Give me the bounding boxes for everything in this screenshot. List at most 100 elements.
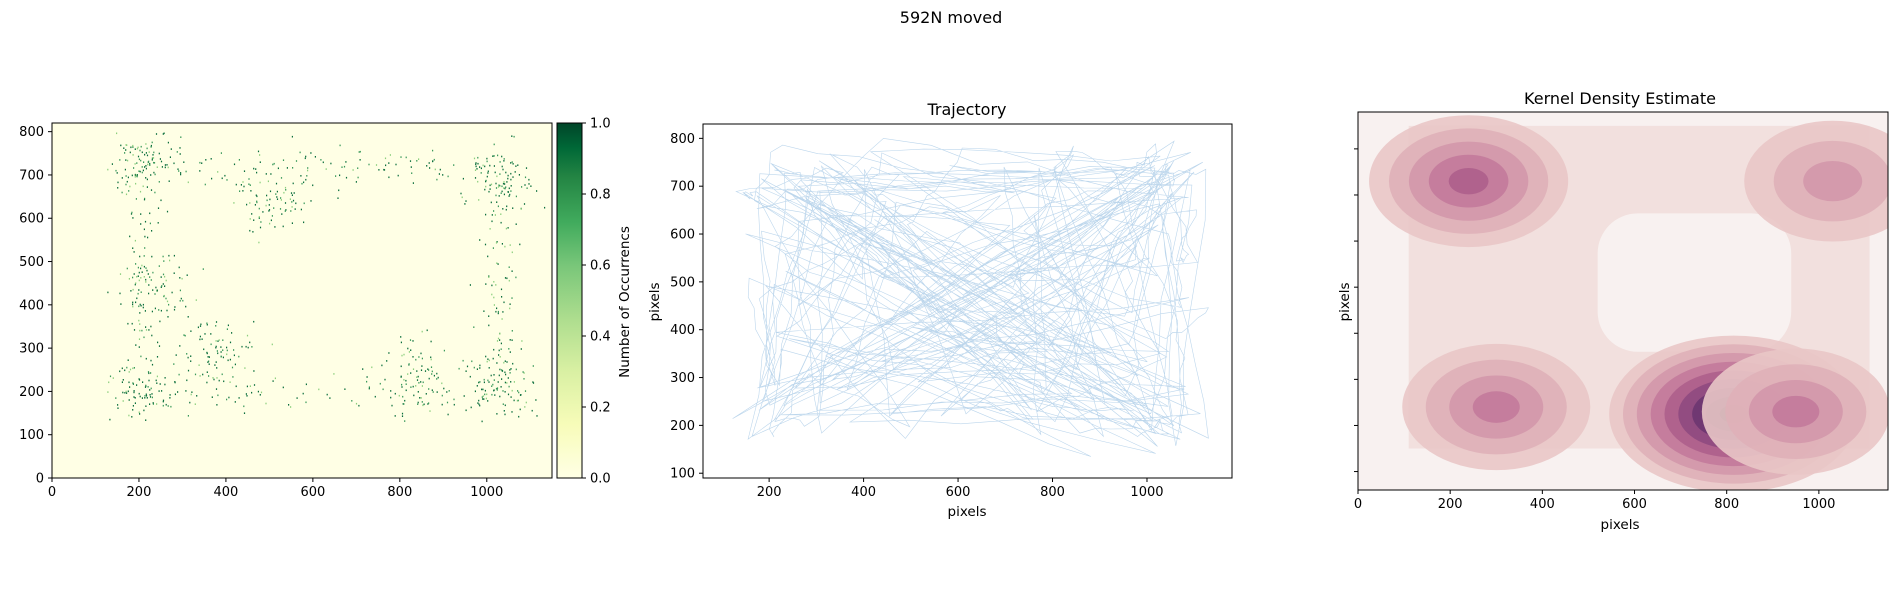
heatmap-cell bbox=[366, 380, 368, 383]
heatmap-cell bbox=[206, 322, 208, 325]
heatmap-cell bbox=[251, 391, 253, 394]
heatmap-cell bbox=[495, 284, 497, 286]
heatmap-cell bbox=[524, 406, 526, 408]
heatmap-cell bbox=[132, 305, 134, 308]
heatmap-cell bbox=[471, 360, 473, 363]
heatmap-cell bbox=[137, 155, 140, 158]
heatmap-cell bbox=[519, 243, 521, 246]
heatmap-cell bbox=[148, 329, 150, 331]
heatmap-cell bbox=[158, 181, 160, 183]
heatmap-cell bbox=[532, 365, 534, 367]
heatmap-cell bbox=[508, 348, 510, 350]
heatmap-cell bbox=[151, 310, 153, 313]
heatmap-cell bbox=[266, 199, 268, 202]
heatmap-cell bbox=[489, 164, 491, 167]
heatmap-cell bbox=[484, 188, 486, 191]
heatmap-cell bbox=[428, 388, 430, 390]
heatmap-cell bbox=[485, 397, 487, 400]
heatmap-cell bbox=[544, 206, 546, 209]
heatmap-cell bbox=[116, 172, 118, 174]
heatmap-cell bbox=[504, 187, 506, 190]
heatmap-cell bbox=[139, 395, 141, 398]
heatmap-cell bbox=[139, 255, 141, 258]
heatmap-cell bbox=[506, 277, 508, 280]
heatmap-cell bbox=[488, 275, 490, 277]
heatmap-cell bbox=[243, 405, 245, 408]
heatmap-cell bbox=[145, 281, 147, 283]
heatmap-cell bbox=[228, 396, 230, 399]
heatmap-cell bbox=[480, 167, 482, 170]
heatmap-cell bbox=[432, 160, 434, 163]
heatmap-cell bbox=[149, 212, 151, 215]
heatmap-cell bbox=[132, 382, 134, 384]
heatmap-cell bbox=[498, 184, 500, 186]
heatmap-cell bbox=[167, 166, 169, 169]
heatmap-cell bbox=[239, 190, 241, 192]
heatmap-cell bbox=[173, 162, 175, 165]
heatmap-cell bbox=[216, 350, 218, 352]
heatmap-cell bbox=[141, 166, 143, 168]
heatmap-cell bbox=[199, 325, 202, 327]
heatmap-cell bbox=[502, 168, 504, 171]
trajectory-axes: 200 400 600 800 1000 100 200 300 400 500 600 700 800 bbox=[670, 123, 1233, 500]
heatmap-cell bbox=[246, 203, 248, 206]
heatmap-cell bbox=[291, 194, 293, 196]
heatmap-cell bbox=[174, 393, 176, 396]
heatmap-cell bbox=[412, 340, 414, 342]
heatmap-cell bbox=[187, 181, 189, 184]
heatmap-cell bbox=[258, 216, 260, 218]
heatmap-cell bbox=[183, 334, 185, 336]
heatmap-cell bbox=[150, 144, 152, 147]
heatmap-cell bbox=[253, 167, 255, 170]
heatmap-cell bbox=[405, 383, 407, 385]
heatmap-cell bbox=[235, 385, 237, 388]
heatmap-cell bbox=[345, 176, 348, 179]
heatmap-cell bbox=[130, 146, 132, 149]
heatmap-cell bbox=[512, 163, 514, 165]
heatmap-cell bbox=[247, 346, 249, 349]
heatmap-cell bbox=[215, 361, 217, 363]
heatmap-cell bbox=[128, 399, 130, 401]
heatmap-cell bbox=[477, 180, 479, 183]
heatmap-cell bbox=[493, 210, 495, 212]
heatmap-cell bbox=[139, 149, 141, 152]
heatmap-cell bbox=[375, 164, 378, 166]
heatmap-cell bbox=[431, 373, 433, 375]
heatmap-cell bbox=[433, 158, 435, 161]
heatmap-cell bbox=[351, 400, 353, 402]
heatmap-cell bbox=[496, 413, 498, 415]
heatmap-cell bbox=[281, 213, 283, 215]
heatmap-cell bbox=[401, 386, 403, 388]
heatmap-cell bbox=[368, 387, 370, 390]
heatmap-cell bbox=[483, 310, 485, 312]
heatmap-cell bbox=[146, 147, 148, 150]
heatmap-cell bbox=[187, 316, 189, 318]
heatmap-cell bbox=[220, 152, 222, 154]
heatmap-cell bbox=[477, 156, 479, 159]
heatmap-cell bbox=[430, 358, 432, 361]
heatmap-cell bbox=[127, 390, 129, 393]
heatmap-cell bbox=[137, 266, 139, 269]
heatmap-cell bbox=[526, 187, 528, 189]
heatmap-cell bbox=[215, 325, 217, 327]
heatmap-cell bbox=[150, 189, 153, 191]
heatmap-cell bbox=[140, 355, 142, 358]
heatmap-cell bbox=[495, 310, 497, 313]
heatmap-cell bbox=[199, 338, 201, 341]
heatmap-cell bbox=[496, 201, 498, 203]
y-tick-label: 800 bbox=[19, 125, 44, 140]
heatmap-cell bbox=[488, 190, 490, 193]
heatmap-cell bbox=[493, 348, 495, 351]
heatmap-cell bbox=[186, 379, 188, 382]
heatmap-cell bbox=[163, 295, 165, 298]
heatmap-cell bbox=[489, 188, 491, 190]
heatmap-cell bbox=[501, 185, 503, 188]
heatmap-cell bbox=[479, 166, 481, 168]
heatmap-cell bbox=[144, 395, 146, 397]
heatmap-cell bbox=[180, 173, 182, 176]
heatmap-cell bbox=[151, 157, 153, 160]
heatmap-cell bbox=[500, 386, 502, 388]
heatmap-cell bbox=[139, 170, 141, 173]
heatmap-cell bbox=[199, 375, 201, 377]
heatmap-cell bbox=[285, 189, 287, 191]
